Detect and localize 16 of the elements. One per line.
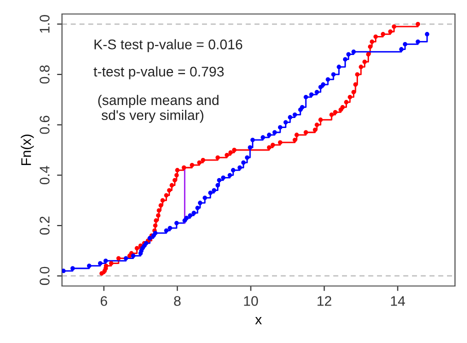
x-tick-label: 14 [391, 296, 406, 306]
y-tick-label: 0.0 [40, 266, 50, 286]
y-axis-title: Fn(x) [20, 134, 34, 166]
y-tick-label: 0.6 [40, 116, 50, 134]
y-tick-label: 0.2 [40, 216, 50, 235]
annotation: K-S test p-value = 0.016 [94, 39, 242, 52]
y-tick-label: 0.8 [40, 65, 50, 84]
x-tick-label: 10 [244, 296, 258, 306]
annotation: t-test p-value = 0.793 [94, 66, 224, 80]
y-tick-label: 0.4 [40, 166, 50, 184]
x-tick-label: 12 [318, 296, 332, 306]
x-axis-title: x [255, 316, 262, 324]
x-tick-label: 8 [174, 296, 181, 306]
x-tick-label: 6 [100, 296, 108, 306]
annotation: (sample means and sd's very similar) [98, 94, 218, 123]
y-tick-label: 1.0 [40, 14, 50, 33]
